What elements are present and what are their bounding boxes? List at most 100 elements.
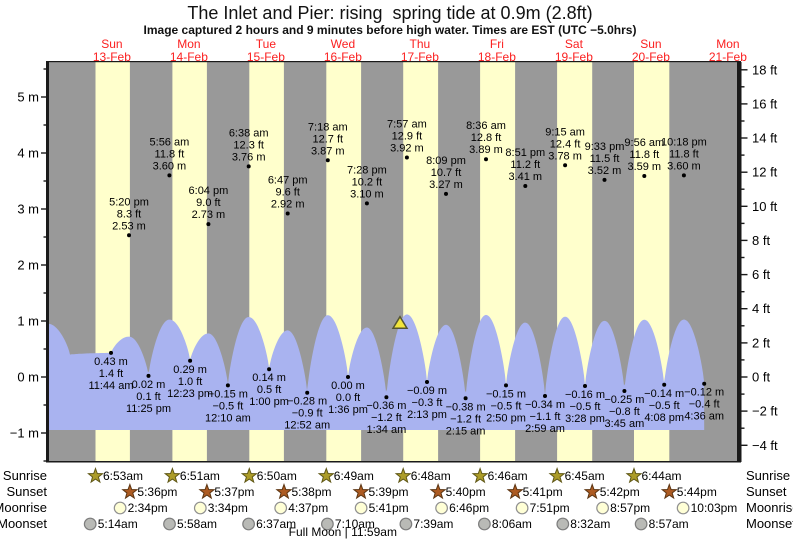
low-tide-label: −1.2 ft — [450, 413, 481, 425]
left-axis — [46, 62, 49, 462]
moonset-time: 6:37am — [256, 517, 296, 531]
sunrise-time: 6:48am — [411, 469, 451, 483]
moonset-circle-icon — [321, 517, 334, 531]
plot-bottom-border — [46, 461, 741, 463]
high-tide-marker — [246, 164, 251, 169]
sunset-time: 5:38pm — [292, 485, 332, 499]
high-tide-label: 3.89 m — [469, 144, 503, 156]
plot-top-border — [46, 61, 741, 63]
sunrise-star-icon — [471, 467, 489, 484]
left-axis-label: 3 m — [17, 202, 39, 217]
sunset-time: 5:39pm — [369, 485, 409, 499]
low-tide-label: −0.25 m — [604, 394, 644, 406]
moonrise-time: 6:46pm — [449, 501, 489, 515]
moonrise-circle-icon — [354, 501, 368, 515]
low-tide-label: 3:28 pm — [565, 413, 605, 425]
row-label-moonset-right: Moonset — [746, 516, 793, 531]
right-axis-label: 12 ft — [752, 165, 778, 180]
high-tide-label: 11.5 ft — [590, 153, 620, 165]
low-tide-label: −0.14 m — [644, 388, 684, 400]
high-tide-label: 2.92 m — [271, 199, 305, 211]
high-tide-marker — [484, 157, 488, 162]
high-tide-label: 3.41 m — [508, 171, 542, 183]
sunset-star-icon — [121, 483, 139, 500]
high-tide-label: 3.60 m — [153, 160, 187, 172]
sunrise-star-icon — [548, 467, 566, 484]
sunset-time: 5:42pm — [600, 485, 640, 499]
moonrise-time: 2:34pm — [128, 501, 168, 515]
sunrise-star-icon — [394, 467, 412, 484]
sunrise-time: 6:44am — [642, 469, 682, 483]
low-tide-marker — [225, 383, 230, 388]
left-axis-label: 0 m — [17, 370, 39, 385]
day-label: Sat — [565, 37, 584, 51]
sunset-star-icon — [429, 483, 447, 500]
high-tide-label: 5:56 am — [150, 136, 190, 148]
high-tide-label: 9.0 ft — [196, 197, 220, 209]
high-tide-label: 3.76 m — [232, 151, 266, 163]
sunrise-time: 6:50am — [257, 469, 297, 483]
high-tide-label: 2.73 m — [192, 209, 226, 221]
high-tide-label: 8:36 am — [466, 120, 506, 132]
low-tide-label: −0.36 m — [366, 400, 406, 412]
low-tide-label: −0.34 m — [525, 399, 565, 411]
high-tide-label: 6:47 pm — [268, 175, 308, 187]
high-tide-label: 3.10 m — [350, 188, 384, 200]
high-tide-label: 10.2 ft — [352, 176, 383, 188]
high-tide-label: 9:56 am — [624, 137, 664, 149]
moonset-circle-icon — [163, 517, 176, 531]
day-date-label: 17-Feb — [401, 50, 439, 64]
sunrise-star-icon — [163, 467, 181, 484]
right-axis-label: 6 ft — [752, 267, 770, 282]
moonrise-time: 10:03pm — [691, 501, 738, 515]
right-axis-label: 10 ft — [752, 199, 778, 214]
moonset-time: 7:10am — [335, 517, 375, 531]
high-tide-label: 11.2 ft — [510, 159, 540, 171]
moonrise-time: 7:51pm — [530, 501, 570, 515]
sunrise-star-icon — [240, 467, 258, 484]
left-axis-label: −1 m — [10, 426, 39, 441]
moonrise-time: 8:57pm — [610, 501, 650, 515]
low-tide-label: −0.28 m — [287, 396, 327, 408]
right-axis-label: −2 ft — [752, 404, 778, 419]
low-tide-marker — [109, 350, 113, 355]
low-tide-label: −0.15 m — [486, 388, 526, 400]
sunset-star-icon — [352, 483, 370, 500]
low-tide-label: 1:36 pm — [328, 404, 368, 416]
right-axis-label: 2 ft — [752, 335, 770, 350]
day-label: Sun — [640, 37, 661, 51]
low-tide-label: −0.8 ft — [609, 406, 640, 418]
high-tide-marker — [325, 158, 330, 163]
sunrise-star-icon — [317, 467, 335, 484]
row-label-sunrise-right: Sunrise — [746, 468, 790, 483]
day-date-label: 16-Feb — [324, 50, 362, 64]
low-tide-marker — [305, 390, 310, 395]
low-tide-label: 11:44 am — [88, 380, 133, 392]
low-tide-label: −0.09 m — [407, 385, 447, 397]
moonrise-circle-icon — [274, 501, 288, 515]
moonset-circle-icon — [478, 517, 491, 531]
day-label: Wed — [331, 37, 355, 51]
high-tide-marker — [642, 174, 647, 178]
low-tide-marker — [267, 367, 272, 372]
high-tide-label: 3.27 m — [429, 179, 463, 191]
moonrise-circle-icon — [113, 501, 127, 515]
left-axis-label: 2 m — [17, 258, 39, 273]
low-tide-label: 1.4 ft — [99, 368, 123, 380]
low-tide-label: 2:50 pm — [486, 412, 526, 424]
low-tide-marker — [346, 375, 350, 379]
high-tide-label: 11.8 ft — [629, 149, 659, 161]
day-date-label: 13-Feb — [93, 50, 131, 64]
high-tide-marker — [206, 222, 211, 227]
sunrise-star-icon — [87, 467, 104, 484]
sunset-time: 5:44pm — [677, 485, 717, 499]
sunset-time: 5:41pm — [523, 485, 563, 499]
day-date-label: 14-Feb — [170, 50, 208, 64]
day-label: Mon — [177, 37, 200, 51]
day-label: Mon — [716, 37, 739, 51]
low-tide-label: −0.5 ft — [570, 401, 601, 413]
right-axis-label: 8 ft — [752, 233, 770, 248]
moonrise-time: 5:41pm — [369, 501, 409, 515]
sunrise-time: 6:46am — [488, 469, 528, 483]
high-tide-marker — [167, 173, 172, 178]
